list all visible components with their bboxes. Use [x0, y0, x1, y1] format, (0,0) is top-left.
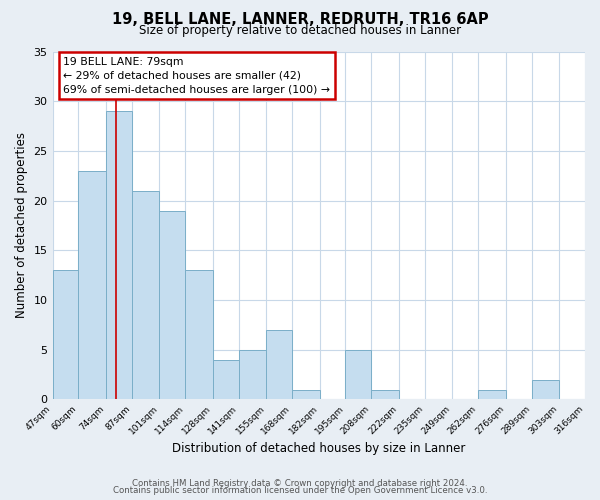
Text: Contains public sector information licensed under the Open Government Licence v3: Contains public sector information licen…: [113, 486, 487, 495]
Bar: [185, 270, 213, 400]
Text: 19, BELL LANE, LANNER, REDRUTH, TR16 6AP: 19, BELL LANE, LANNER, REDRUTH, TR16 6AP: [112, 12, 488, 28]
Bar: [585, 390, 600, 400]
Bar: [78, 171, 106, 400]
Bar: [371, 390, 399, 400]
Text: Contains HM Land Registry data © Crown copyright and database right 2024.: Contains HM Land Registry data © Crown c…: [132, 478, 468, 488]
Text: 19 BELL LANE: 79sqm
← 29% of detached houses are smaller (42)
69% of semi-detach: 19 BELL LANE: 79sqm ← 29% of detached ho…: [63, 56, 330, 94]
Bar: [132, 190, 160, 400]
Bar: [53, 270, 78, 400]
Y-axis label: Number of detached properties: Number of detached properties: [15, 132, 28, 318]
X-axis label: Distribution of detached houses by size in Lanner: Distribution of detached houses by size …: [172, 442, 466, 455]
Bar: [160, 210, 185, 400]
Bar: [106, 111, 132, 400]
Bar: [292, 390, 320, 400]
Bar: [478, 390, 506, 400]
Bar: [266, 330, 292, 400]
Bar: [346, 350, 371, 400]
Bar: [213, 360, 239, 400]
Text: Size of property relative to detached houses in Lanner: Size of property relative to detached ho…: [139, 24, 461, 37]
Bar: [532, 380, 559, 400]
Bar: [239, 350, 266, 400]
